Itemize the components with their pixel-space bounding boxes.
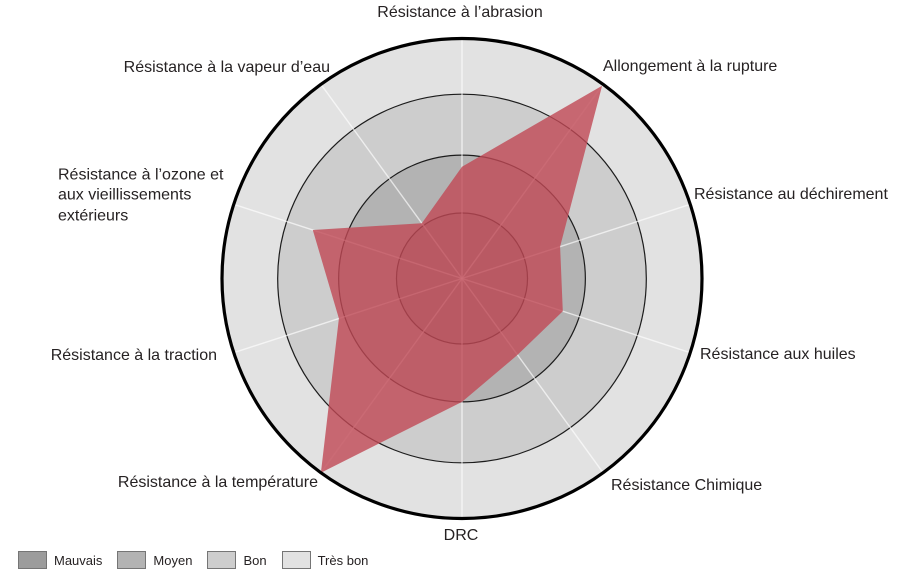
legend-item-moyen: Moyen [117,551,192,569]
legend-swatch-tres-bon [281,551,311,569]
legend: Mauvais Moyen Bon Très bon [18,551,368,569]
data-polygon [312,85,603,473]
legend-label-mauvais: Mauvais [54,552,103,568]
legend-swatch-bon [207,551,237,569]
legend-label-moyen: Moyen [153,552,193,568]
axis-label-abrasion: Résistance à l’abrasion [377,3,543,21]
axis-label-ozone: Résistance à l’ozone et aux vieillisseme… [58,166,224,225]
legend-item-bon: Bon [207,551,267,569]
axis-label-chimique: Résistance Chimique [611,476,763,494]
legend-label-bon: Bon [243,552,267,568]
axis-label-rupture: Allongement à la rupture [603,57,778,75]
axis-label-traction: Résistance à la traction [50,346,217,364]
legend-swatch-mauvais [18,551,47,569]
legend-swatch-moyen [117,551,147,569]
axis-label-drc: DRC [443,526,479,544]
axis-label-vapeur: Résistance à la vapeur d’eau [123,58,330,76]
legend-item-mauvais: Mauvais [18,551,102,569]
axis-label-huiles: Résistance aux huiles [700,345,856,363]
legend-label-tres-bon: Très bon [317,552,369,568]
axis-label-temperature: Résistance à la température [117,473,318,491]
outer-circle [220,36,704,521]
legend-item-tres-bon: Très bon [281,551,369,569]
axis-label-dechirement: Résistance au déchirement [694,185,888,203]
